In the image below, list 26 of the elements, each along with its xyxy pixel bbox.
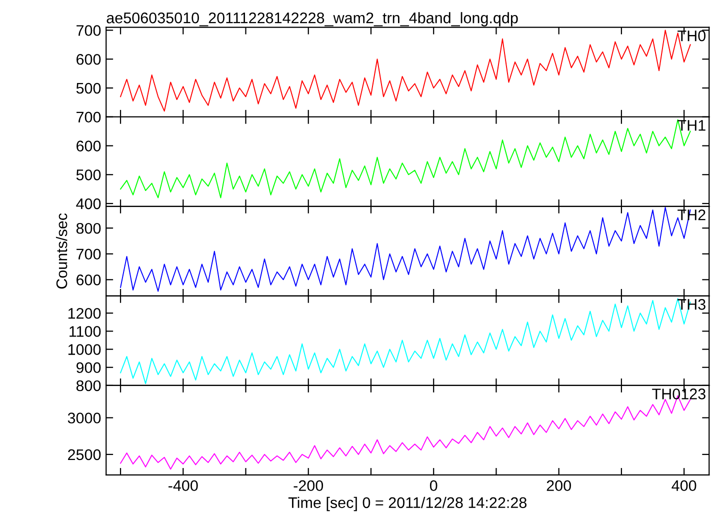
x-tick-label: 200 (546, 480, 571, 492)
x-tick-label: -400 (168, 480, 198, 492)
y-tick-label: 700 (76, 25, 101, 36)
y-tick-label: 700 (76, 248, 101, 260)
y-tick-label: 600 (76, 140, 101, 152)
y-tick-label: 3000 (68, 412, 101, 424)
x-tick-label: 0 (430, 480, 438, 492)
chart-title: ae506035010_20111228142228_wam2_trn_4band_long.qdp (106, 12, 518, 26)
y-axis-title: Counts/sec (56, 213, 68, 289)
y-tick-label: 2500 (68, 449, 101, 460)
y-tick-label: 400 (76, 198, 101, 210)
y-tick-label: 600 (76, 274, 101, 286)
y-tick-label: 700 (76, 112, 101, 123)
y-tick-label: 1200 (68, 308, 101, 319)
y-tick-label: 600 (76, 54, 101, 65)
y-tick-label: 500 (76, 170, 101, 180)
x-tick-label: -200 (294, 480, 324, 492)
y-tick-label: 500 (76, 82, 101, 94)
y-tick-label: 1100 (70, 326, 101, 337)
annotation: TH0123 (652, 388, 706, 400)
y-tick-label: 900 (76, 362, 101, 374)
y-tick-label: 800 (76, 380, 101, 392)
y-tick-label: 1000 (68, 344, 101, 355)
x-axis-title: Time [sec] 0 = 2011/12/28 14:22:28 (288, 496, 527, 512)
y-tick-label: 800 (76, 222, 101, 234)
x-tick-label: 400 (672, 480, 696, 492)
